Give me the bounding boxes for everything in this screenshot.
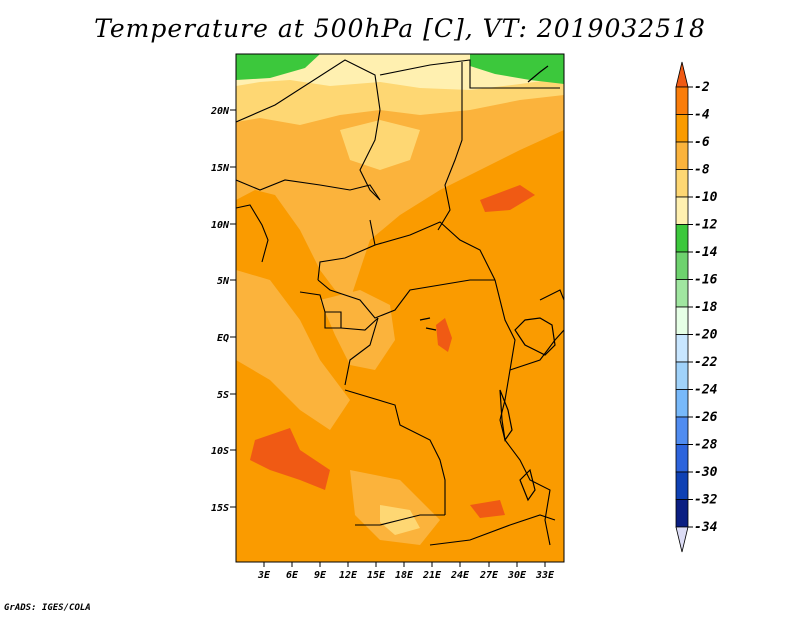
lat-label-5s: 5S [217,390,229,401]
lon-label-3e: 3E [257,570,271,581]
colorbar-swatch [675,114,689,143]
colorbar-label: -30 [694,465,718,480]
colorbar-swatch [675,141,689,170]
lon-label-9e: 9E [314,570,327,581]
colorbar-swatch [675,499,689,528]
colorbar-label: -22 [694,355,718,370]
colorbar-label: -16 [694,273,718,288]
colorbar-label: -4 [694,108,710,123]
lon-label-27e: 27E [479,570,499,581]
colorbar-label: -2 [694,80,710,95]
colorbar-top-triangle [675,61,689,88]
warm-patch-south [470,500,505,518]
colorbar-label: -26 [694,410,718,425]
lon-label-6e: 6E [286,570,299,581]
band-8to6-south [236,270,350,430]
lon-label-33e: 33E [535,570,555,581]
colorbar-swatch [675,169,689,198]
lon-label-24e: 24E [450,570,470,581]
lat-label-eq: EQ [217,333,229,344]
colorbar-label: -20 [694,328,718,343]
colorbar-label: -24 [694,383,718,398]
warm-patch-east [480,185,535,212]
colorbar-swatch [675,224,689,253]
colorbar-swatch [675,279,689,308]
colorbar-swatch [675,444,689,473]
colorbar-swatch [675,389,689,418]
lon-axis: 3E 6E 9E 12E 15E 18E 21E 24E 27E 30E 33E [257,562,555,581]
lat-label-10s: 10S [211,446,229,457]
band-10to8-north-2 [340,120,420,170]
lon-label-30e: 30E [507,570,527,581]
colorbar-swatch [675,306,689,335]
lat-label-5n: 5N [217,276,230,287]
colorbar-swatch [675,196,689,225]
map-title: Temperature at 500hPa [C], VT: 201903251… [94,14,706,43]
colorbar-label: -18 [694,300,718,315]
colorbar-label: -28 [694,438,718,453]
lat-label-20n: 20N [210,106,230,117]
colorbar-swatch [675,416,689,445]
band-8to6-central [320,290,395,370]
lat-label-15s: 15S [211,503,229,514]
colorbar-label: -10 [694,190,718,205]
lon-label-12e: 12E [339,570,358,581]
lon-label-15e: 15E [367,570,386,581]
colorbar-label: -32 [694,493,718,508]
band-14to12-right [470,54,564,84]
colorbar-swatch [675,251,689,280]
lat-label-10n: 10N [211,220,230,231]
colorbar-bottom-triangle [675,526,689,553]
lat-axis: 20N 15N 10N 5N EQ 5S 10S 15S [210,106,236,514]
band-14to12-left [236,54,320,80]
grads-credit: GrADS: IGES/COLA [4,603,91,613]
colorbar-swatch [675,86,689,115]
lon-label-21e: 21E [422,570,442,581]
colorbar-label: -14 [694,245,718,260]
colorbar-label: -34 [694,520,718,535]
lon-label-18e: 18E [395,570,414,581]
colorbar-swatch [675,361,689,390]
colorbar-label: -8 [694,163,710,178]
warm-patch-atlantic [250,428,330,490]
country-borders [236,59,564,546]
warm-patch-congo [436,318,452,352]
lat-label-15n: 15N [211,163,230,174]
colorbar-label: -12 [694,218,718,233]
colorbar: -2 -4 -6 -8 -10 -12 -14 -16 -18 -20 -22 -24 -26 -28 -3… [675,61,718,553]
colorbar-swatch [675,471,689,500]
temperature-field [236,54,564,562]
colorbar-swatch [675,334,689,363]
lakes [419,65,556,502]
colorbar-label: -6 [694,135,710,150]
map-frame [235,53,565,563]
